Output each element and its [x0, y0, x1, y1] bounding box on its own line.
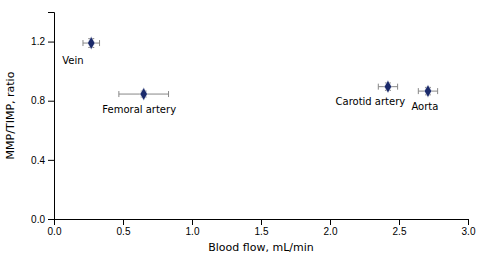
x-tick: 1.5	[255, 219, 269, 237]
x-tick-mark	[330, 219, 331, 225]
y-tick: 0.8	[31, 95, 54, 106]
y-tick-label: 0.8	[31, 95, 45, 106]
x-tick-mark	[399, 219, 400, 225]
x-tick: 2.0	[324, 219, 338, 237]
x-tick-label: 1.0	[186, 226, 200, 237]
x-tick: 2.5	[393, 219, 407, 237]
x-tick: 0.5	[117, 219, 131, 237]
y-axis: 0.0 0.4 0.8 1.2	[31, 13, 54, 225]
y-tick-mark	[48, 160, 54, 161]
annotation: Aorta	[411, 101, 438, 112]
y-tick: 0.0	[31, 214, 54, 225]
y-tick-mark	[48, 101, 54, 102]
annotation: Carotid artery	[336, 96, 406, 107]
x-tick-mark	[261, 219, 262, 225]
x-tick: 1.0	[186, 219, 200, 237]
x-tick-label: 3.0	[462, 226, 476, 237]
x-tick: 3.0	[462, 219, 476, 237]
y-tick-label: 0.4	[31, 155, 45, 166]
x-axis-line	[55, 220, 469, 226]
x-tick-mark	[123, 219, 124, 225]
x-tick-label: 2.5	[393, 226, 407, 237]
annotation: Vein	[62, 55, 83, 66]
x-tick-mark	[468, 219, 469, 225]
x-tick-mark	[192, 219, 193, 225]
chart: 0.0 0.5 1.0 1.5 2.0 2.5 3.0 0.0 0.4 0.8 1.2 Blood f…	[0, 0, 484, 257]
annotations: Vein Femoral artery Carotid artery Aorta	[62, 55, 438, 116]
y-axis-title: MMP/TIMP, ratio	[4, 71, 17, 159]
x-tick-label: 0.5	[117, 226, 131, 237]
x-tick: 0.0	[48, 219, 62, 237]
y-tick-label: 0.0	[31, 214, 45, 225]
point	[140, 88, 147, 101]
x-tick-label: 0.0	[48, 226, 62, 237]
marks	[83, 37, 438, 101]
y-tick: 0.4	[31, 155, 54, 166]
x-axis-title: Blood flow, mL/min	[208, 241, 314, 254]
y-tick-mark	[48, 219, 54, 220]
point	[384, 80, 391, 93]
y-tick-mark	[48, 42, 54, 43]
x-axis: 0.0 0.5 1.0 1.5 2.0 2.5 3.0	[48, 219, 476, 237]
point	[424, 85, 431, 98]
y-tick: 1.2	[31, 36, 54, 47]
point	[88, 37, 95, 50]
annotation: Femoral artery	[102, 104, 176, 115]
x-tick-label: 1.5	[255, 226, 269, 237]
y-tick-label: 1.2	[31, 36, 45, 47]
y-axis-line	[48, 13, 55, 220]
plot: 0.0 0.5 1.0 1.5 2.0 2.5 3.0 0.0 0.4 0.8 1.2 Blood f…	[4, 13, 476, 255]
x-tick-label: 2.0	[324, 226, 338, 237]
